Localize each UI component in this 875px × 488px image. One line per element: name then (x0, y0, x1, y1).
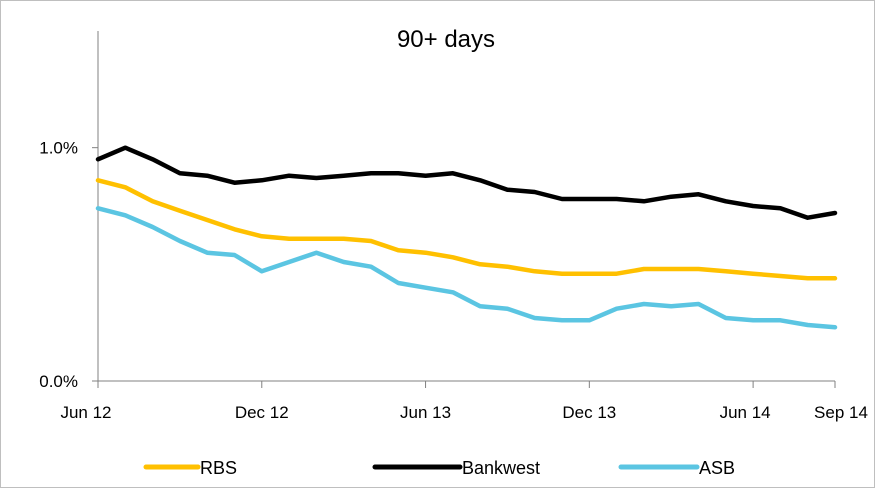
series-line-asb (95, 206, 838, 330)
y-ticks: 0.0% 1.0% (39, 139, 98, 391)
y-tick-label: 0.0% (39, 372, 78, 391)
series-line-rbs (95, 178, 838, 281)
x-ticks: Jun 12 Dec 12 Jun 13 Dec 13 Jun 14 Sep 14 (60, 381, 868, 422)
x-tick-label: Jun 14 (720, 403, 771, 422)
legend: RBS Bankwest ASB (143, 458, 735, 478)
chart-title: 90+ days (397, 26, 495, 53)
series-lines (95, 145, 838, 330)
legend-label-asb: ASB (699, 458, 735, 478)
x-tick-label: Dec 12 (235, 403, 289, 422)
x-tick-label: Dec 13 (562, 403, 616, 422)
x-tick-label: Sep 14 (814, 403, 868, 422)
x-tick-label: Jun 13 (400, 403, 451, 422)
x-tick-label: Jun 12 (60, 403, 111, 422)
series-line-bankwest (95, 145, 838, 220)
legend-label-bankwest: Bankwest (462, 458, 540, 478)
y-tick-label: 1.0% (39, 139, 78, 158)
legend-label-rbs: RBS (200, 458, 237, 478)
